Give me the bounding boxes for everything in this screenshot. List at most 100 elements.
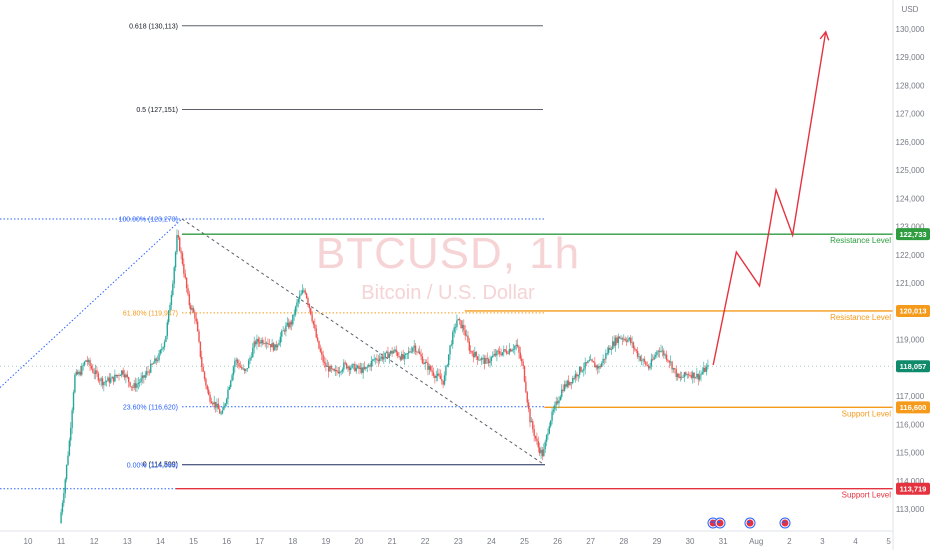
candle-body <box>60 512 62 524</box>
candle-body <box>140 378 142 383</box>
candle-body <box>82 365 84 366</box>
candle-body <box>350 367 352 371</box>
candle-body <box>340 371 342 373</box>
candle-body <box>282 330 284 332</box>
candle-body <box>454 326 457 328</box>
candle-body <box>624 338 626 341</box>
candle-body <box>210 401 213 404</box>
candle-body <box>653 356 655 360</box>
candle-body <box>507 353 509 355</box>
candle-body <box>177 235 180 238</box>
candle-body <box>556 401 559 404</box>
time-tick-label: 19 <box>321 537 330 546</box>
candle-body <box>540 449 542 454</box>
candle-body <box>387 351 389 358</box>
candle-body <box>115 374 117 377</box>
candle-body <box>565 384 567 387</box>
candle-body <box>307 298 309 304</box>
us-flag-icon[interactable] <box>714 517 726 529</box>
candle-body <box>402 354 404 359</box>
candle-body <box>618 336 621 339</box>
candle-body <box>392 351 395 354</box>
candle-body <box>452 332 454 345</box>
candle-body <box>441 379 443 381</box>
candle-body <box>587 361 589 364</box>
us-flag-icon[interactable] <box>744 517 756 529</box>
candle-body <box>359 367 362 370</box>
candle-body <box>647 365 650 369</box>
candle-body <box>405 353 407 355</box>
candle-body <box>163 341 166 348</box>
candle-body <box>552 409 555 412</box>
candle-body <box>116 374 119 377</box>
candle-body <box>443 375 446 385</box>
candle-body <box>515 344 517 347</box>
candle-body <box>487 359 490 364</box>
candle-body <box>89 360 91 366</box>
candle-body <box>667 359 669 361</box>
candle-body <box>686 374 688 376</box>
candle-body <box>465 335 468 337</box>
candle-body <box>231 375 233 381</box>
candle-body <box>602 358 604 363</box>
candle-body <box>537 441 539 448</box>
candle-body <box>318 340 320 349</box>
candle-body <box>367 365 370 367</box>
candle-body <box>548 426 551 434</box>
candle-body <box>656 351 658 356</box>
candle-body <box>139 382 141 383</box>
candle-body <box>325 363 327 367</box>
candle-body <box>365 366 367 370</box>
candle-body <box>629 337 632 343</box>
candle-body <box>380 356 382 359</box>
candle-body <box>289 321 291 328</box>
candle-body <box>259 342 261 344</box>
candle-body <box>585 362 588 364</box>
candle-body <box>272 342 275 351</box>
time-tick-label: Aug <box>749 537 763 546</box>
fib-extension-label: 0.618 (130,113) <box>129 23 178 30</box>
candle-body <box>566 380 568 387</box>
candle-body <box>669 361 672 363</box>
candle-body <box>654 355 657 357</box>
candle-body <box>351 364 353 368</box>
candle-body <box>601 362 603 368</box>
candle-body <box>689 375 691 376</box>
candle-body <box>476 356 479 360</box>
candle-body <box>123 374 126 378</box>
candle-body <box>583 368 585 371</box>
price-axis[interactable]: 130,000 129,000 128,000 127,000 126,000 125,0… <box>896 25 925 514</box>
candle-body <box>165 335 167 342</box>
candle-body <box>85 360 87 362</box>
candle-body <box>399 356 402 360</box>
candle-body <box>319 348 322 352</box>
candle-body <box>112 376 115 382</box>
candle-body <box>285 325 287 332</box>
candle-body <box>683 372 686 377</box>
candle-body <box>478 359 480 361</box>
candle-body <box>690 375 693 378</box>
candle-body <box>428 366 431 370</box>
candle-body <box>485 358 487 364</box>
price-tick-label: 119,000 <box>896 336 925 345</box>
candle-body <box>395 349 397 353</box>
candle-body <box>152 363 155 365</box>
time-tick-label: 11 <box>57 537 66 546</box>
time-axis[interactable]: 10 11 12 13 14 15 16 17 18 19 20 21 22 23 24 25 26 27 28 29… <box>24 537 892 546</box>
candle-body <box>230 380 232 388</box>
candle-body <box>276 345 279 348</box>
time-tick-label: 16 <box>222 537 231 546</box>
candle-body <box>352 364 355 365</box>
candle-body <box>201 356 203 367</box>
candle-body <box>410 351 413 353</box>
candle-body <box>265 342 268 344</box>
us-flag-icon[interactable] <box>779 517 791 529</box>
candle-body <box>167 310 170 323</box>
candle-body <box>378 358 381 362</box>
candle-body <box>228 387 231 390</box>
candle-body <box>242 368 244 370</box>
candle-body <box>227 389 229 400</box>
candle-body <box>704 367 706 372</box>
economic-events[interactable] <box>707 517 791 529</box>
